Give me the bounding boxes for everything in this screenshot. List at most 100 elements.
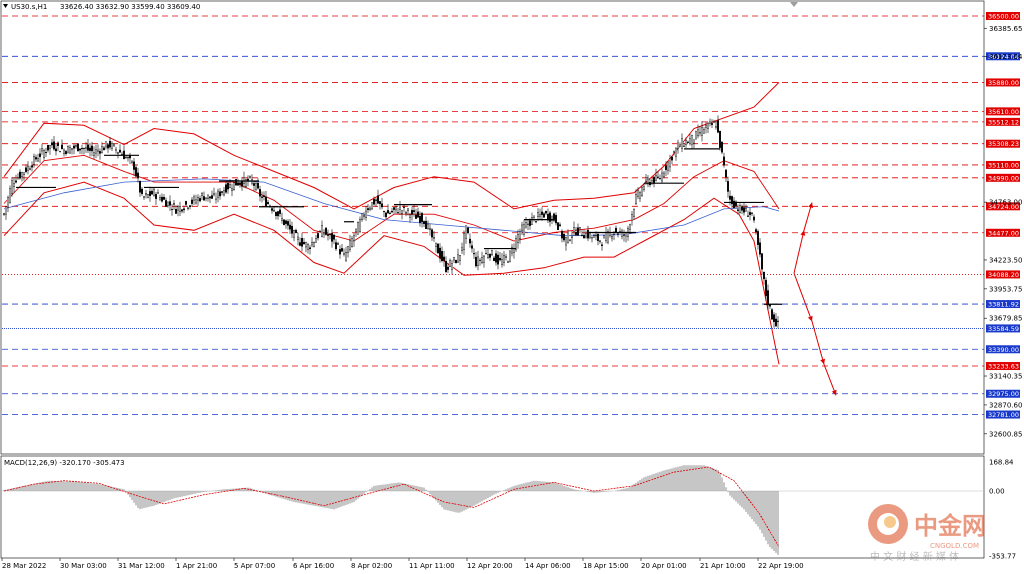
candle-body bbox=[395, 206, 398, 211]
candle-body bbox=[685, 140, 688, 145]
candle-body bbox=[571, 236, 574, 239]
time-tick-label: 28 Mar 2022 bbox=[2, 562, 46, 570]
candle-body bbox=[567, 232, 570, 243]
candle-body bbox=[353, 235, 356, 242]
candle-body bbox=[293, 230, 296, 238]
candle-body bbox=[12, 183, 15, 187]
candle-body bbox=[439, 247, 442, 259]
candle-body bbox=[164, 200, 167, 207]
candle-body bbox=[196, 197, 199, 201]
candle-body bbox=[6, 197, 9, 208]
candle-body bbox=[222, 190, 225, 196]
candle-body bbox=[403, 206, 406, 208]
candle-body bbox=[569, 239, 572, 241]
candle-body bbox=[733, 200, 736, 209]
level-tag bbox=[986, 362, 1020, 371]
candle-body bbox=[419, 215, 422, 223]
candle-body bbox=[763, 271, 766, 280]
candle-body bbox=[186, 207, 189, 209]
candle-body bbox=[465, 225, 468, 239]
candle-body bbox=[146, 194, 149, 198]
candle-body bbox=[116, 151, 119, 154]
candle-body bbox=[741, 206, 744, 211]
candle-body bbox=[240, 181, 243, 187]
arrowhead bbox=[800, 230, 806, 236]
candle-body bbox=[459, 255, 462, 261]
candle-body bbox=[323, 232, 326, 235]
candle-body bbox=[585, 233, 588, 238]
candle-body bbox=[301, 238, 304, 247]
candle-body bbox=[341, 248, 344, 252]
candle-body bbox=[218, 191, 221, 197]
candle-body bbox=[152, 188, 155, 196]
candle-body bbox=[573, 227, 576, 232]
menu-triangle-icon[interactable] bbox=[3, 4, 8, 8]
candle-body bbox=[162, 197, 165, 200]
candle-body bbox=[170, 209, 173, 211]
candle-body bbox=[100, 146, 103, 153]
level-tag-label: 33390.00 bbox=[988, 346, 1019, 354]
candle-body bbox=[271, 208, 274, 211]
candle-body bbox=[623, 234, 626, 236]
candle-body bbox=[767, 290, 770, 306]
candle-body bbox=[39, 153, 42, 157]
candle-body bbox=[749, 212, 752, 215]
projection-up-arrow[interactable] bbox=[793, 202, 813, 274]
candle-body bbox=[703, 129, 706, 134]
candle-body bbox=[273, 210, 276, 212]
candle-body bbox=[337, 243, 340, 245]
bb-lower-line bbox=[3, 181, 780, 365]
price-panel[interactable] bbox=[0, 0, 985, 455]
candle-body bbox=[45, 152, 48, 154]
candle-body bbox=[238, 182, 241, 185]
candle-body bbox=[214, 198, 217, 200]
candle-body bbox=[501, 259, 504, 265]
candle-body bbox=[745, 207, 748, 212]
symbol-label: US30.s,H1 bbox=[11, 3, 47, 11]
macd-signal-line bbox=[3, 466, 780, 548]
candle-body bbox=[309, 247, 312, 250]
candle-body bbox=[305, 242, 308, 248]
candle-body bbox=[96, 149, 99, 152]
candle-body bbox=[771, 309, 774, 320]
candle-body bbox=[363, 215, 366, 217]
level-tag-label: 36124.04 bbox=[988, 53, 1019, 61]
candle-body bbox=[190, 199, 193, 204]
candle-body bbox=[645, 177, 648, 182]
macd-panel[interactable] bbox=[0, 455, 985, 559]
candle-body bbox=[535, 221, 538, 223]
candle-body bbox=[381, 203, 384, 208]
candle-body bbox=[108, 140, 111, 148]
candle-body bbox=[679, 144, 682, 147]
candle-body bbox=[491, 250, 494, 256]
candle-body bbox=[339, 249, 342, 255]
candle-body bbox=[230, 188, 233, 191]
candle-body bbox=[64, 151, 67, 154]
candle-body bbox=[261, 196, 264, 198]
candle-body bbox=[281, 218, 284, 221]
level-tag bbox=[986, 300, 1020, 309]
level-tag-label: 35880.00 bbox=[988, 79, 1019, 87]
time-tick-label: 1 Apr 21:00 bbox=[176, 562, 217, 570]
candle-body bbox=[407, 208, 410, 211]
candle-body bbox=[761, 253, 764, 270]
candle-body bbox=[59, 151, 62, 153]
chart-shift-marker[interactable] bbox=[790, 2, 798, 7]
level-tag bbox=[986, 410, 1020, 419]
projection-down-arrow[interactable] bbox=[793, 273, 837, 396]
candle-body bbox=[493, 257, 496, 261]
candle-body bbox=[118, 149, 121, 153]
candle-body bbox=[683, 145, 686, 147]
level-tag bbox=[986, 324, 1020, 333]
candle-body bbox=[449, 260, 452, 267]
level-tag bbox=[986, 107, 1020, 116]
candle-body bbox=[481, 257, 484, 263]
candle-body bbox=[589, 233, 592, 238]
macd-tick-label: 168.84 bbox=[989, 459, 1014, 467]
candle-body bbox=[98, 151, 101, 154]
candle-body bbox=[489, 253, 492, 258]
candle-body bbox=[383, 211, 386, 213]
candle-body bbox=[371, 202, 374, 210]
candle-body bbox=[180, 209, 183, 212]
